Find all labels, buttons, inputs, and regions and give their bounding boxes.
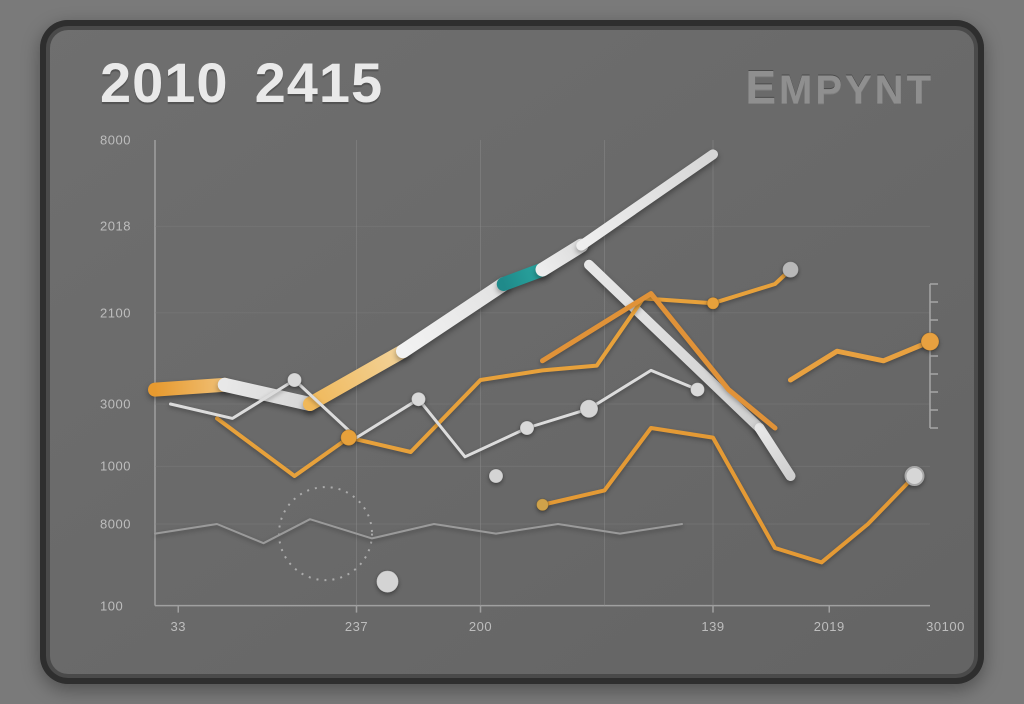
y-tick-label: 2100	[100, 305, 131, 320]
y-tick-label: 3000	[100, 397, 131, 412]
y-tick-label: 8000	[100, 133, 131, 148]
y-tick-label: 100	[100, 598, 123, 613]
y-tick-label: 2018	[100, 219, 131, 234]
line-chart	[155, 140, 930, 620]
x-tick-label: 30100	[926, 619, 965, 634]
x-tick-label: 237	[345, 619, 368, 634]
plot-area: 8000201821003000100080001003323720013920…	[100, 140, 930, 640]
x-tick-label: 139	[701, 619, 724, 634]
x-tick-label: 33	[171, 619, 186, 634]
chart-frame: 2010 2415 EMPYNT 8000 2018 2100 3000 1000 800…	[40, 20, 984, 684]
title-years: 2010 2415	[100, 50, 383, 115]
brand-rest: MPYNT	[779, 68, 934, 112]
year-end: 2415	[255, 50, 384, 115]
x-tick-label: 200	[469, 619, 492, 634]
y-tick-label: 1000	[100, 459, 131, 474]
x-tick-label: 2019	[814, 619, 845, 634]
y-tick-label: 8000	[100, 517, 131, 532]
brand-label: EMPYNT	[745, 60, 934, 114]
brand-prefix: E	[745, 61, 779, 113]
year-start: 2010	[100, 50, 229, 115]
